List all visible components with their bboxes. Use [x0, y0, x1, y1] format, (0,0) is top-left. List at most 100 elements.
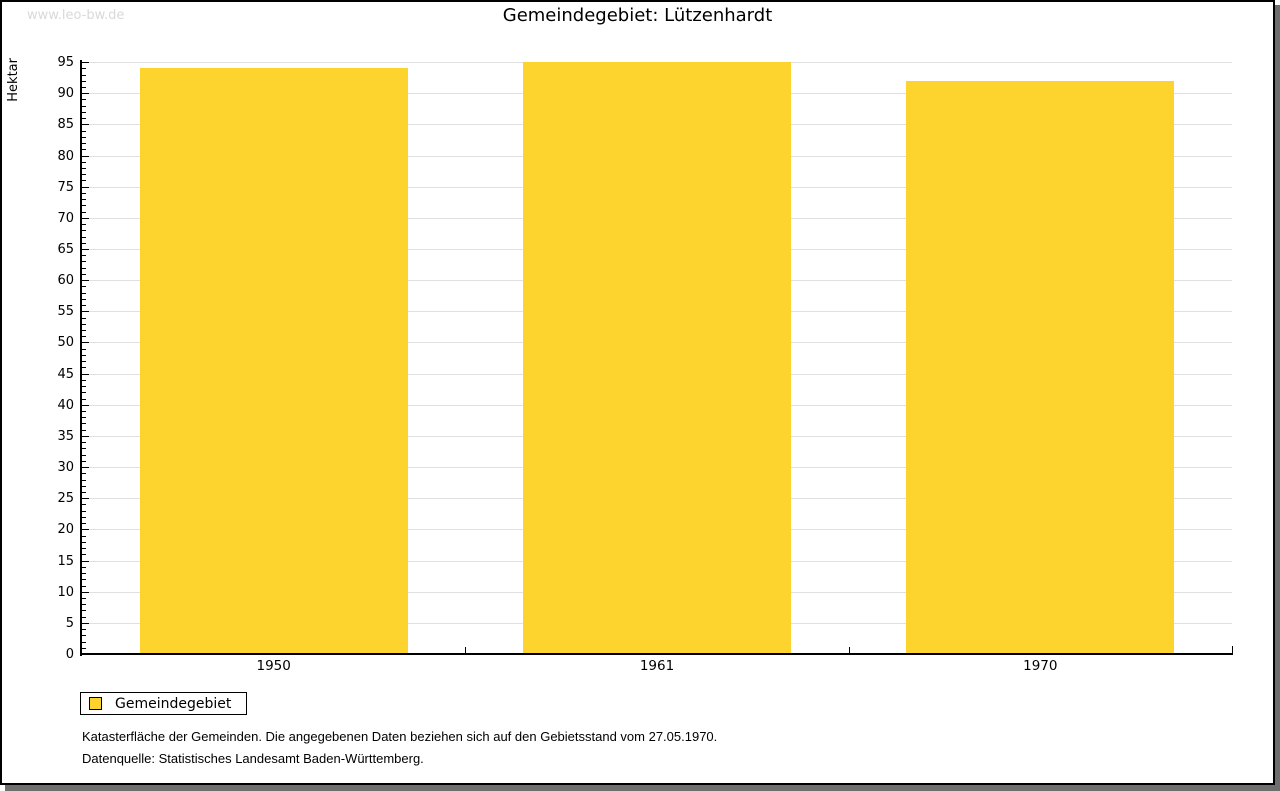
x-boundary-tick: [465, 647, 467, 654]
y-tick-label-10: 10: [57, 584, 74, 600]
chart-title: Gemeindegebiet: Lützenhardt: [502, 5, 773, 26]
y-major-tick: [82, 498, 89, 500]
y-major-tick: [82, 62, 89, 63]
y-tick-label-70: 70: [57, 210, 74, 226]
bar-1970: [906, 80, 1175, 654]
y-tick-label-75: 75: [57, 179, 74, 195]
y-minor-tick: [82, 167, 86, 169]
y-minor-tick: [82, 99, 86, 101]
y-tick-label-35: 35: [57, 428, 74, 444]
y-minor-tick: [82, 211, 86, 213]
y-minor-tick: [82, 273, 86, 275]
y-minor-tick: [82, 354, 86, 356]
y-tick-label-60: 60: [57, 273, 74, 289]
y-minor-tick: [82, 604, 86, 606]
y-tick-label-65: 65: [57, 241, 74, 257]
y-tick-label-45: 45: [57, 366, 74, 382]
y-minor-tick: [82, 74, 86, 76]
y-tick-label-55: 55: [57, 304, 74, 320]
y-minor-tick: [82, 392, 86, 394]
y-major-tick: [82, 342, 89, 344]
y-major-tick: [82, 529, 89, 531]
footnote-source: Datenquelle: Statistisches Landesamt Bad…: [82, 751, 424, 766]
y-minor-tick: [82, 386, 86, 387]
y-minor-tick: [82, 579, 86, 581]
y-minor-tick: [82, 174, 86, 176]
y-minor-tick: [82, 442, 86, 444]
y-minor-tick: [82, 136, 86, 138]
y-minor-tick: [82, 192, 86, 194]
y-minor-tick: [82, 566, 86, 568]
y-minor-tick: [82, 111, 86, 113]
y-minor-tick: [82, 292, 86, 294]
y-minor-tick: [82, 286, 86, 288]
y-minor-tick: [82, 130, 86, 132]
y-major-tick: [82, 373, 89, 375]
y-minor-tick: [82, 647, 86, 649]
y-minor-tick: [82, 199, 86, 201]
y-minor-tick: [82, 641, 86, 643]
y-minor-tick: [82, 548, 86, 550]
y-major-tick: [82, 217, 89, 219]
y-minor-tick: [82, 261, 86, 263]
y-axis: [80, 60, 82, 656]
y-minor-tick: [82, 205, 86, 207]
x-tick-label-1970: 1970: [1023, 658, 1058, 674]
y-minor-tick: [82, 80, 86, 82]
y-major-tick: [82, 435, 89, 437]
y-tick-label-85: 85: [57, 117, 74, 133]
y-major-tick: [82, 155, 89, 157]
y-minor-tick: [82, 348, 86, 350]
y-tick-label-25: 25: [57, 491, 74, 507]
y-major-tick: [82, 622, 89, 624]
legend-swatch: [89, 697, 102, 710]
y-major-tick: [82, 248, 89, 250]
y-minor-tick: [82, 541, 86, 543]
y-minor-tick: [82, 305, 86, 306]
y-tick-label-80: 80: [57, 148, 74, 164]
y-minor-tick: [82, 118, 86, 120]
y-minor-tick: [82, 68, 86, 70]
footnote-description: Katasterfläche der Gemeinden. Die angege…: [82, 729, 718, 744]
y-major-tick: [82, 560, 89, 562]
y-minor-tick: [82, 448, 86, 450]
y-tick-label-20: 20: [57, 522, 74, 538]
y-minor-tick: [82, 180, 86, 182]
y-minor-tick: [82, 143, 86, 144]
y-minor-tick: [82, 523, 86, 525]
y-minor-tick: [82, 230, 86, 232]
y-minor-tick: [82, 597, 86, 599]
y-tick-label-0: 0: [65, 647, 74, 662]
y-tick-label-5: 5: [65, 615, 74, 631]
y-minor-tick: [82, 535, 86, 537]
y-minor-tick: [82, 485, 86, 487]
y-minor-tick: [82, 454, 86, 456]
y-minor-tick: [82, 629, 86, 631]
y-minor-tick: [82, 635, 86, 637]
legend: Gemeindegebiet: [80, 692, 248, 715]
y-minor-tick: [82, 336, 86, 338]
y-minor-tick: [82, 323, 86, 325]
x-boundary-tick: [848, 647, 850, 654]
x-tick-label-1950: 1950: [256, 658, 291, 674]
y-minor-tick: [82, 317, 86, 319]
watermark: www.leo-bw.de: [27, 8, 125, 23]
y-tick-label-40: 40: [57, 397, 74, 413]
bar-1950: [139, 68, 408, 654]
y-minor-tick: [82, 516, 86, 518]
y-minor-tick: [82, 429, 86, 431]
y-major-tick: [82, 467, 89, 469]
y-minor-tick: [82, 473, 86, 475]
y-minor-tick: [82, 616, 86, 618]
y-minor-tick: [82, 236, 86, 238]
y-minor-tick: [82, 411, 86, 412]
y-minor-tick: [82, 255, 86, 257]
y-tick-label-15: 15: [57, 553, 74, 569]
y-minor-tick: [82, 417, 86, 419]
y-major-tick: [82, 280, 89, 282]
y-minor-tick: [82, 585, 86, 587]
y-minor-tick: [82, 610, 86, 612]
